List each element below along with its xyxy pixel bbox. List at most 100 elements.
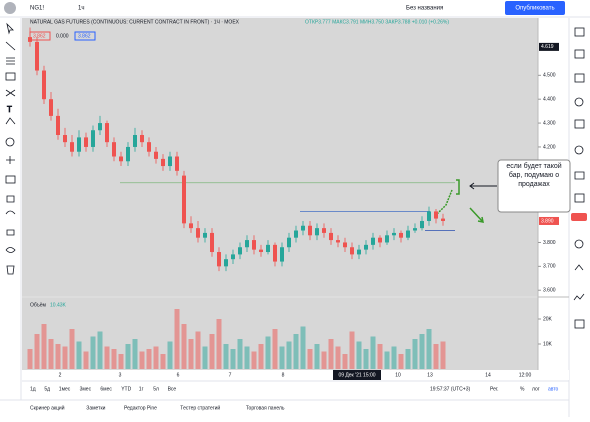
auto[interactable]: авто bbox=[548, 386, 559, 392]
volume-bar bbox=[139, 351, 145, 369]
timeframe[interactable]: 5д bbox=[44, 386, 50, 392]
candle-body bbox=[91, 130, 95, 147]
forecast-path bbox=[436, 189, 453, 215]
timeframe[interactable]: 1д bbox=[30, 386, 36, 392]
volume-bar bbox=[90, 336, 96, 369]
volume-bar bbox=[27, 349, 33, 369]
volume-bar bbox=[223, 344, 229, 369]
y-tick-label: 4.500 bbox=[543, 73, 556, 79]
volume-bar bbox=[293, 334, 299, 369]
volume-bar bbox=[335, 346, 341, 369]
bottom-tab[interactable]: Скринер акций bbox=[30, 404, 65, 411]
volume-bar bbox=[251, 351, 257, 369]
candle-body bbox=[133, 135, 137, 147]
volume-bar bbox=[160, 354, 166, 369]
forecast-bar bbox=[456, 179, 460, 195]
timeframe[interactable]: YTD bbox=[121, 386, 131, 392]
volume-bar bbox=[349, 331, 355, 369]
bottom-tab[interactable]: Заметки bbox=[86, 405, 105, 411]
candle-body bbox=[84, 137, 88, 147]
clock: 19:57:37 (UTC+3) bbox=[430, 386, 470, 392]
timeframe[interactable]: 5л bbox=[153, 386, 159, 392]
candle-body bbox=[392, 232, 396, 236]
candle-body bbox=[140, 135, 144, 143]
crosshair-time-box bbox=[333, 370, 381, 380]
avatar[interactable] bbox=[4, 2, 16, 14]
candle-body bbox=[287, 237, 291, 248]
candle-body bbox=[56, 115, 60, 136]
volume-bar bbox=[426, 329, 432, 369]
symbol[interactable]: NG1! bbox=[30, 6, 44, 12]
volume-bar bbox=[328, 339, 334, 369]
left-toolbar bbox=[0, 18, 21, 373]
publish-button[interactable] bbox=[505, 1, 565, 15]
candle-body bbox=[427, 211, 431, 221]
volume-bar bbox=[419, 334, 425, 369]
candle-body bbox=[266, 244, 270, 253]
volume-bar bbox=[384, 351, 390, 369]
timeframe[interactable]: 1г bbox=[139, 386, 144, 392]
x-tick-label: 13 bbox=[427, 372, 433, 378]
candle-body bbox=[28, 37, 32, 42]
candle-body bbox=[35, 41, 39, 71]
candle-body bbox=[273, 244, 277, 262]
candle-body bbox=[238, 247, 242, 255]
callout bbox=[497, 159, 571, 213]
right-icons[interactable] bbox=[573, 27, 585, 329]
candle-body bbox=[308, 225, 312, 236]
candle-body bbox=[399, 232, 403, 238]
volume-bar bbox=[62, 346, 68, 369]
volume-bar bbox=[363, 349, 369, 369]
volume-bar bbox=[398, 354, 404, 369]
arrow bbox=[469, 182, 497, 190]
timeframe[interactable]: 1мес bbox=[59, 386, 71, 392]
layout-name[interactable]: Без названия bbox=[406, 6, 443, 12]
volume-bar bbox=[286, 341, 292, 369]
volume-bar bbox=[181, 324, 187, 369]
publish-label[interactable]: Опубликовать bbox=[515, 6, 554, 12]
candle-body bbox=[336, 240, 340, 243]
candle-body bbox=[98, 123, 102, 131]
y-tick-label: 4.200 bbox=[543, 144, 556, 150]
bid: 3.862 bbox=[33, 33, 46, 39]
volume-bar bbox=[279, 346, 285, 369]
candle-body bbox=[371, 237, 375, 245]
ohlc: ОТКР3.777 МАКС3.791 МИН3.750 ЗАКР3.788 +… bbox=[305, 19, 449, 25]
candle-body bbox=[175, 156, 179, 171]
candle-body bbox=[315, 228, 319, 236]
y-tick-label: 3.700 bbox=[543, 264, 556, 270]
volume-bar bbox=[167, 341, 173, 369]
candle-body bbox=[434, 211, 438, 219]
candle-body bbox=[343, 242, 347, 248]
v-tick-label: 10K bbox=[543, 341, 553, 347]
candle-body bbox=[259, 249, 263, 253]
volume-bar bbox=[265, 336, 271, 369]
candle-body bbox=[280, 247, 284, 262]
timeframe[interactable]: 3мес bbox=[80, 386, 92, 392]
bottom-tab[interactable]: Редактор Pine bbox=[124, 405, 157, 411]
candle-body bbox=[357, 249, 361, 255]
tool-icons[interactable]: T bbox=[5, 22, 16, 275]
volume-bar bbox=[307, 349, 313, 369]
volume-bar bbox=[69, 329, 75, 369]
log[interactable]: лог bbox=[532, 386, 540, 392]
timeframe[interactable]: 6мес bbox=[100, 386, 112, 392]
timeframe[interactable]: Все bbox=[168, 386, 177, 392]
y-tick-label: 3.800 bbox=[543, 240, 556, 246]
volume-bar bbox=[132, 339, 138, 369]
volume-bar bbox=[440, 341, 446, 369]
candle-body bbox=[217, 252, 221, 267]
bottom-tab[interactable]: Торговая панель bbox=[246, 405, 285, 411]
percent[interactable]: % bbox=[520, 386, 525, 392]
interval[interactable]: 1ч bbox=[78, 6, 84, 12]
candle-body bbox=[378, 237, 382, 243]
candle-body bbox=[126, 146, 130, 162]
price-label: 4.619 bbox=[541, 44, 554, 50]
volume-bar bbox=[188, 339, 194, 369]
session[interactable]: Рег. bbox=[490, 386, 499, 392]
bottom-tab[interactable]: Тестер стратегий bbox=[180, 404, 220, 411]
alert-badge bbox=[571, 213, 587, 221]
candle-body bbox=[196, 228, 200, 238]
x-tick-label: 3 bbox=[119, 372, 122, 378]
candle-body bbox=[294, 230, 298, 238]
